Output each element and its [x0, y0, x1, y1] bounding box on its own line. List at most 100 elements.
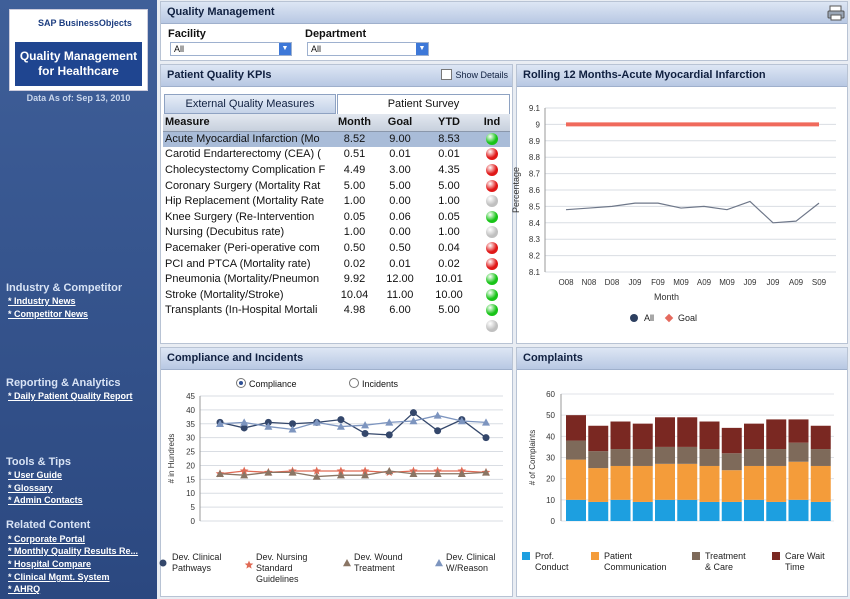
col-ind[interactable]: Ind	[474, 114, 510, 132]
x-tick-label: S09	[812, 278, 827, 287]
bar-segment	[566, 415, 586, 441]
bar-segment	[744, 499, 764, 521]
link-glossary[interactable]: * Glossary	[8, 483, 53, 493]
bar-segment	[632, 449, 653, 466]
link-hospital-compare[interactable]: * Hospital Compare	[8, 559, 92, 569]
bar-segment	[766, 419, 787, 450]
legend-label: Prof. Conduct	[535, 551, 569, 572]
table-row[interactable]: Pneumonia (Mortality/Pneumon 9.92 12.00 10.…	[163, 271, 510, 287]
chevron-down-icon: ▼	[279, 43, 291, 55]
radio-incidents[interactable]: Incidents	[349, 378, 398, 389]
col-measure[interactable]: Measure	[163, 114, 333, 132]
bar-segment	[588, 501, 609, 521]
col-month[interactable]: Month	[333, 114, 376, 132]
series-line	[219, 470, 487, 475]
y-tick-label: 25	[186, 448, 195, 457]
cell-measure: Stroke (Mortality/Stroke)	[165, 288, 284, 301]
bar-segment	[566, 499, 586, 521]
link-ahrq[interactable]: * AHRQ	[8, 584, 41, 594]
cell-ytd: 0.02	[438, 257, 460, 270]
radio-compliance[interactable]: Compliance	[236, 378, 297, 389]
y-tick-label: 8.5	[529, 202, 541, 211]
legend-label: Dev. Wound Treatment	[354, 552, 403, 573]
brand-logo: SAP BusinessObjects	[38, 18, 132, 28]
series-line-all	[565, 200, 820, 224]
cell-ytd: 1.00	[438, 226, 460, 239]
table-row[interactable]: Acute Myocardial Infarction (Mo 8.52 9.00 8…	[163, 131, 510, 147]
col-goal[interactable]: Goal	[376, 114, 424, 132]
x-tick-label: O08	[558, 278, 574, 287]
tab-external-quality[interactable]: External Quality Measures	[164, 94, 336, 114]
data-point	[240, 471, 249, 479]
bar-segment	[655, 499, 675, 521]
link-user-guide[interactable]: * User Guide	[8, 470, 63, 480]
legend-marker-goal	[664, 313, 674, 323]
data-point	[289, 420, 297, 428]
table-row[interactable]: Nursing (Decubitus rate) 1.00 0.00 1.00	[163, 225, 510, 241]
cell-month: 1.00	[343, 226, 366, 239]
link-clinical-mgmt[interactable]: * Clinical Mgmt. System	[8, 572, 110, 582]
cell-measure: Cholecystectomy Complication F	[165, 163, 326, 176]
cell-goal: 12.00	[386, 273, 414, 286]
table-row[interactable]	[163, 318, 510, 334]
data-point	[434, 427, 442, 435]
cell-ind	[474, 209, 510, 225]
table-row[interactable]: Hip Replacement (Mortality Rate 1.00 0.00 1…	[163, 193, 510, 209]
data-point	[216, 469, 224, 477]
cell-measure: Pneumonia (Mortality/Pneumon	[165, 273, 320, 286]
data-point	[409, 469, 418, 477]
cell-month: 0.51	[343, 148, 366, 161]
table-row[interactable]: PCI and PTCA (Mortality rate) 0.02 0.01 0.0…	[163, 256, 510, 272]
link-corporate-portal[interactable]: * Corporate Portal	[8, 534, 86, 544]
status-indicator-icon	[486, 179, 498, 192]
table-row[interactable]: Coronary Surgery (Mortality Rat 5.00 5.00 5…	[163, 178, 510, 194]
data-point	[433, 411, 442, 419]
bar-segment	[810, 465, 831, 502]
link-monthly-results[interactable]: * Monthly Quality Results Re...	[8, 546, 139, 556]
bar-segment	[588, 425, 609, 452]
link-competitor-news[interactable]: * Competitor News	[8, 309, 89, 319]
x-tick-label: J09	[629, 278, 642, 287]
legend-label: Care Wait Time	[785, 551, 825, 572]
link-daily-report[interactable]: * Daily Patient Quality Report	[8, 391, 133, 401]
table-row[interactable]: Carotid Endarterectomy (CEA) (0.51 0.01 0.…	[163, 147, 510, 163]
link-industry-news[interactable]: * Industry News	[8, 296, 76, 306]
col-ytd[interactable]: YTD	[424, 114, 474, 132]
cell-goal: 0.00	[389, 226, 411, 239]
data-point	[457, 417, 466, 425]
y-tick-label: 20	[546, 475, 555, 484]
bar-segment	[788, 461, 809, 500]
y-tick-label: 0	[551, 517, 556, 526]
cell-goal: 0.06	[389, 210, 411, 223]
printer-icon[interactable]	[827, 5, 845, 21]
show-details-checkbox[interactable]: Show Details	[441, 69, 508, 80]
cell-month: 10.04	[340, 288, 369, 301]
cell-ind	[474, 162, 510, 178]
cell-month: 0.50	[343, 241, 366, 254]
table-row[interactable]: Pacemaker (Peri-operative com 0.50 0.50 0.0…	[163, 240, 510, 256]
data-point	[312, 418, 321, 426]
logo-box: SAP BusinessObjects Quality Management f…	[9, 9, 148, 91]
link-admin-contacts[interactable]: * Admin Contacts	[8, 495, 83, 505]
department-dropdown[interactable]: All ▼	[307, 42, 429, 56]
section-title-tools: Tools & Tips	[6, 456, 71, 468]
table-row[interactable]: Knee Surgery (Re-Intervention 0.05 0.06 0.0…	[163, 209, 510, 225]
series-line	[219, 470, 487, 478]
x-tick-label: F09	[651, 278, 665, 287]
data-point	[312, 472, 321, 480]
complaints-title: Complaints	[517, 348, 847, 370]
data-point	[288, 468, 297, 476]
x-tick-label: M09	[719, 278, 735, 287]
tab-patient-survey[interactable]: Patient Survey	[337, 94, 510, 114]
y-tick-label: 10	[186, 489, 195, 498]
facility-dropdown[interactable]: All ▼	[170, 42, 292, 56]
bar-segment	[744, 465, 764, 500]
data-as-of: Data As of: Sep 13, 2010	[26, 93, 131, 103]
table-row[interactable]: Stroke (Mortality/Stroke) 10.04 11.00 10.00	[163, 287, 510, 303]
legend-marker	[772, 552, 780, 560]
table-row[interactable]: Transplants (In-Hospital Mortali 4.98 6.00…	[163, 303, 510, 319]
table-row[interactable]: Cholecystectomy Complication F 4.49 3.00 4.…	[163, 162, 510, 178]
bar-segment	[610, 421, 631, 450]
x-tick-label: D08	[605, 278, 620, 287]
